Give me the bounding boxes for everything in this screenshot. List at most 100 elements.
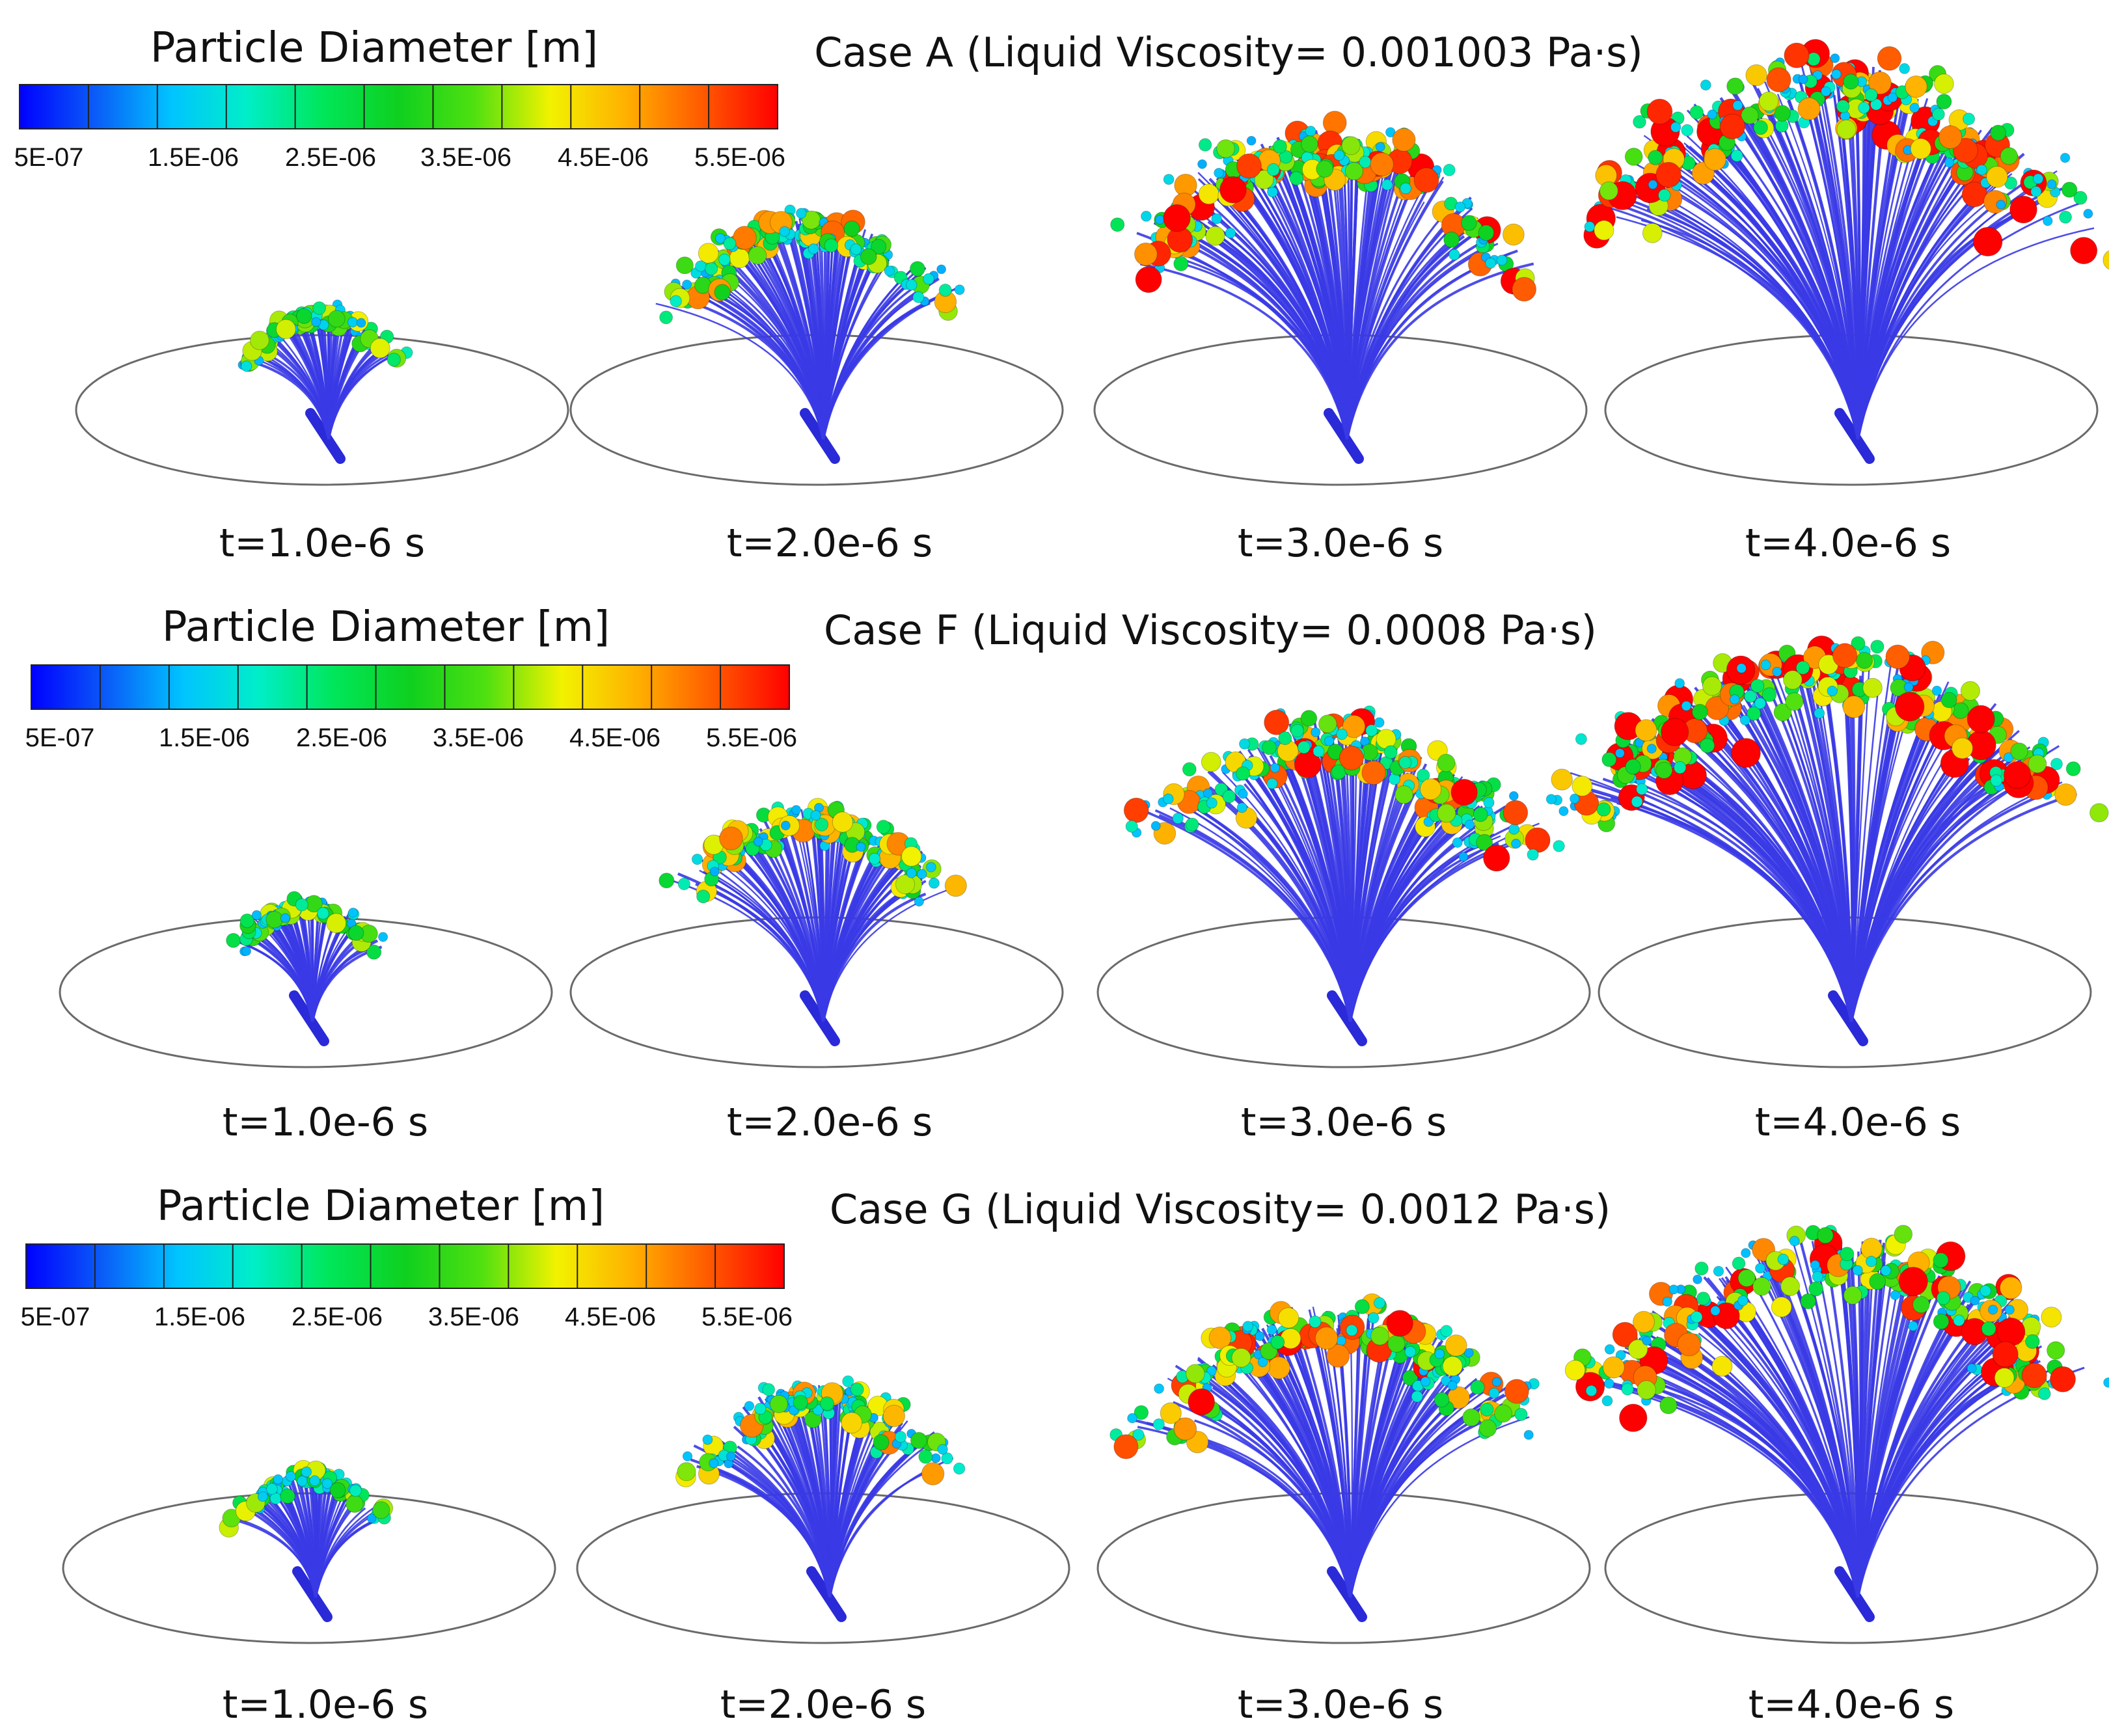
droplet	[1514, 1407, 1528, 1421]
droplet	[1113, 1434, 1139, 1459]
droplet	[1316, 160, 1334, 178]
droplet	[241, 946, 252, 956]
droplet	[819, 1396, 834, 1411]
droplet	[1375, 142, 1385, 152]
droplet	[1604, 1378, 1614, 1389]
spray-snapshot	[1564, 1225, 2109, 1644]
droplet	[241, 360, 252, 372]
droplet	[753, 837, 763, 847]
droplet	[705, 262, 718, 276]
droplet	[1314, 1326, 1339, 1350]
droplet	[1483, 845, 1510, 872]
droplet	[1255, 1331, 1265, 1342]
droplet	[280, 1488, 295, 1504]
droplet	[1752, 1277, 1771, 1296]
droplet	[1203, 788, 1213, 798]
droplet	[1774, 105, 1791, 122]
droplet	[1188, 1388, 1215, 1416]
droplet	[1885, 644, 1911, 670]
droplet	[937, 1444, 948, 1455]
droplet	[1277, 1307, 1299, 1329]
time-label: t=2.0e-6 s	[727, 521, 932, 566]
ligament-streak	[1806, 85, 1859, 440]
droplet	[280, 913, 290, 923]
droplet	[698, 243, 719, 264]
droplet	[1869, 1273, 1886, 1290]
spray-snapshot	[1096, 1293, 1591, 1644]
droplet	[1440, 1325, 1453, 1338]
droplet	[1674, 678, 1685, 689]
ligament-streak	[1162, 224, 1348, 440]
droplet	[906, 279, 918, 291]
droplet	[1268, 1356, 1290, 1379]
droplet	[1999, 1277, 2022, 1299]
ligament-streak	[1287, 164, 1348, 440]
droplet	[796, 208, 807, 219]
droplet	[1267, 186, 1278, 198]
droplet	[1696, 1292, 1711, 1306]
droplet	[2000, 147, 2019, 165]
droplet	[1646, 98, 1673, 125]
droplet	[1980, 1284, 1992, 1297]
droplet	[1262, 740, 1277, 755]
droplet	[285, 1471, 296, 1482]
ligament-streak	[728, 852, 824, 1022]
droplet	[1443, 232, 1460, 248]
time-label: t=4.0e-6 s	[1755, 1100, 1961, 1145]
droplet	[311, 317, 321, 327]
droplet	[346, 1495, 364, 1513]
droplet	[1434, 1392, 1450, 1407]
droplet	[1478, 1419, 1497, 1437]
ligament-streak	[1316, 158, 1348, 440]
droplet	[372, 1501, 390, 1519]
ligament-streak	[810, 810, 824, 1022]
colorbar-ticks: 5E-07 1.5E-06 2.5E-06 3.5E-06 4.5E-06 5.…	[21, 1303, 793, 1331]
droplet	[1322, 111, 1347, 135]
droplet	[1127, 1413, 1137, 1424]
droplet	[1992, 1341, 2019, 1368]
droplet	[1344, 162, 1363, 181]
droplet	[1642, 1336, 1652, 1346]
tick-label: 2.5E-06	[285, 143, 376, 172]
ligament-streak	[1857, 131, 1962, 440]
droplet	[1604, 1344, 1615, 1355]
droplet	[1661, 718, 1689, 746]
ligament-streak	[1651, 718, 1853, 1022]
spray-snapshot	[75, 299, 569, 486]
droplet	[1160, 1402, 1182, 1424]
droplet	[954, 284, 965, 295]
droplet	[1614, 748, 1625, 758]
spray-snapshot	[569, 798, 1064, 1068]
droplet	[1313, 745, 1325, 757]
droplet	[1702, 676, 1722, 696]
droplet	[682, 1451, 693, 1461]
droplet	[2047, 1341, 2065, 1360]
droplet	[1843, 74, 1859, 90]
droplet	[1601, 752, 1617, 767]
droplet	[910, 261, 925, 277]
droplet	[1601, 1395, 1613, 1407]
ligament-streak	[1710, 129, 1859, 440]
droplet	[1374, 1297, 1385, 1309]
droplet	[1594, 220, 1614, 241]
spray-snapshot	[59, 891, 553, 1068]
tick-label: 5E-07	[14, 143, 84, 172]
droplet	[1988, 1305, 1998, 1315]
droplet	[682, 279, 692, 290]
droplet	[2010, 742, 2028, 761]
droplet	[709, 1458, 719, 1469]
droplet	[1797, 97, 1821, 120]
droplet	[356, 318, 366, 328]
droplet	[780, 821, 791, 831]
tick-label: 1.5E-06	[148, 143, 239, 172]
droplet	[1297, 740, 1311, 754]
droplet	[1887, 92, 1898, 103]
droplet	[1242, 1321, 1253, 1332]
tick-label: 5.5E-06	[694, 143, 785, 172]
droplet	[1744, 690, 1757, 703]
droplet	[1758, 91, 1779, 112]
droplet	[1681, 124, 1694, 137]
droplet	[1636, 783, 1648, 795]
ligament-streak	[1346, 176, 1445, 440]
droplet	[1710, 1305, 1721, 1316]
